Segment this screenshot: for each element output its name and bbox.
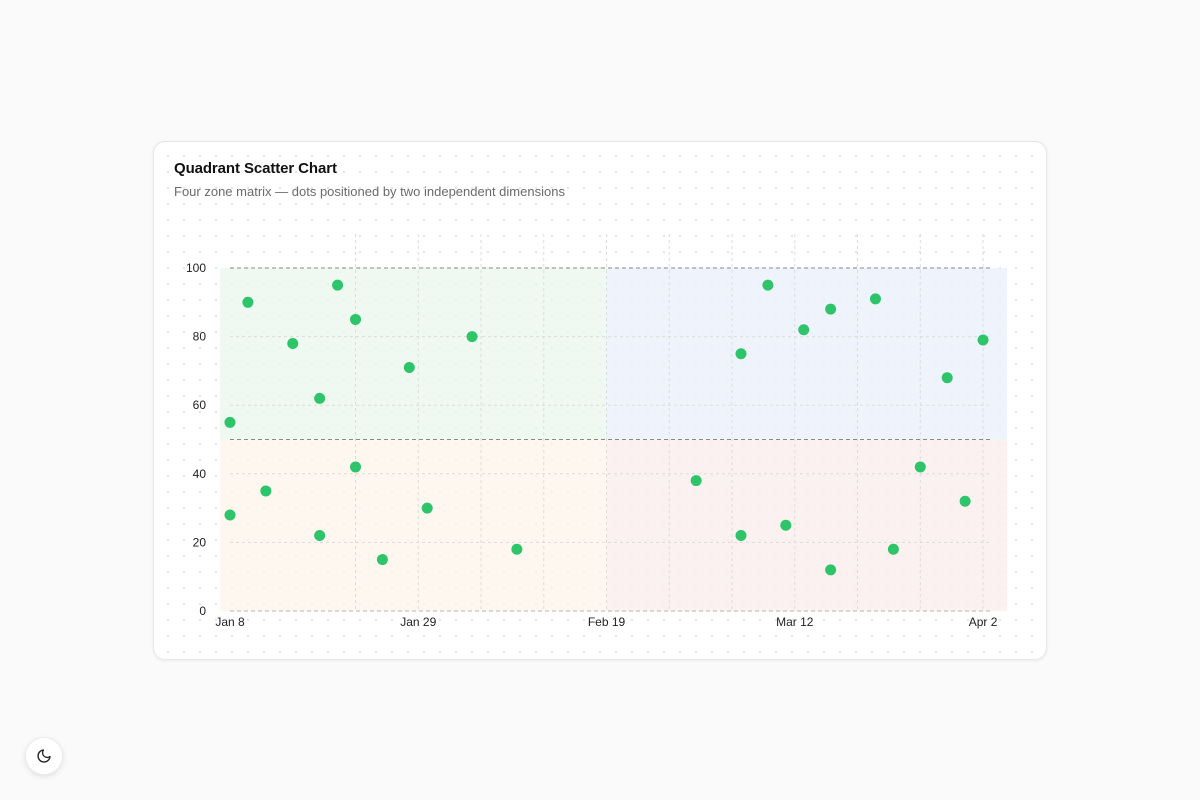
data-point [869, 293, 881, 305]
x-tick-label: Jan 29 [400, 615, 436, 629]
data-point [350, 461, 362, 473]
quadrant-top-right [606, 268, 1007, 440]
y-tick-label: 80 [193, 330, 207, 344]
chart-subtitle: Four zone matrix — dots positioned by tw… [174, 184, 565, 199]
y-tick-label: 60 [193, 398, 207, 412]
data-point [690, 475, 702, 487]
quadrant-scatter-chart: 0 20 40 60 80 100 Jan 8 Jan 29 Feb 19 Mar 12 Apr 2 [186, 234, 1007, 629]
data-point [735, 530, 747, 542]
y-tick-label: 20 [193, 535, 207, 549]
data-point [403, 361, 415, 373]
x-tick-label: Mar 12 [776, 615, 814, 629]
data-point [350, 313, 362, 325]
x-tick-label: Jan 8 [215, 615, 245, 629]
data-point [825, 303, 837, 315]
data-point [466, 331, 478, 343]
data-point [941, 372, 953, 384]
data-point [511, 543, 523, 555]
x-tick-label: Feb 19 [588, 615, 626, 629]
data-point [762, 279, 774, 291]
data-point [376, 554, 388, 566]
moon-icon [37, 749, 51, 763]
theme-toggle-button[interactable] [25, 737, 63, 775]
quadrant-top-left [220, 268, 607, 440]
data-point [780, 519, 792, 531]
data-point [287, 337, 299, 349]
chart-card: Quadrant Scatter Chart Four zone matrix … [153, 141, 1047, 660]
data-point [242, 296, 254, 308]
data-point [959, 495, 971, 507]
data-point [825, 564, 837, 576]
data-point [421, 502, 433, 514]
data-point [224, 416, 236, 428]
data-point [224, 509, 236, 521]
data-point [798, 324, 810, 336]
data-point [914, 461, 926, 473]
data-point [332, 279, 344, 291]
y-tick-label: 0 [199, 604, 206, 618]
quadrant-bottom-left [220, 439, 607, 611]
data-point [977, 334, 989, 346]
chart-title: Quadrant Scatter Chart [174, 160, 337, 177]
y-tick-label: 100 [186, 261, 206, 275]
data-point [314, 530, 326, 542]
data-point [887, 543, 899, 555]
quadrant-bottom-right [606, 439, 1007, 611]
data-point [735, 348, 747, 360]
y-tick-label: 40 [193, 467, 207, 481]
data-point [314, 392, 326, 404]
data-point [260, 485, 272, 497]
x-tick-label: Apr 2 [969, 615, 998, 629]
